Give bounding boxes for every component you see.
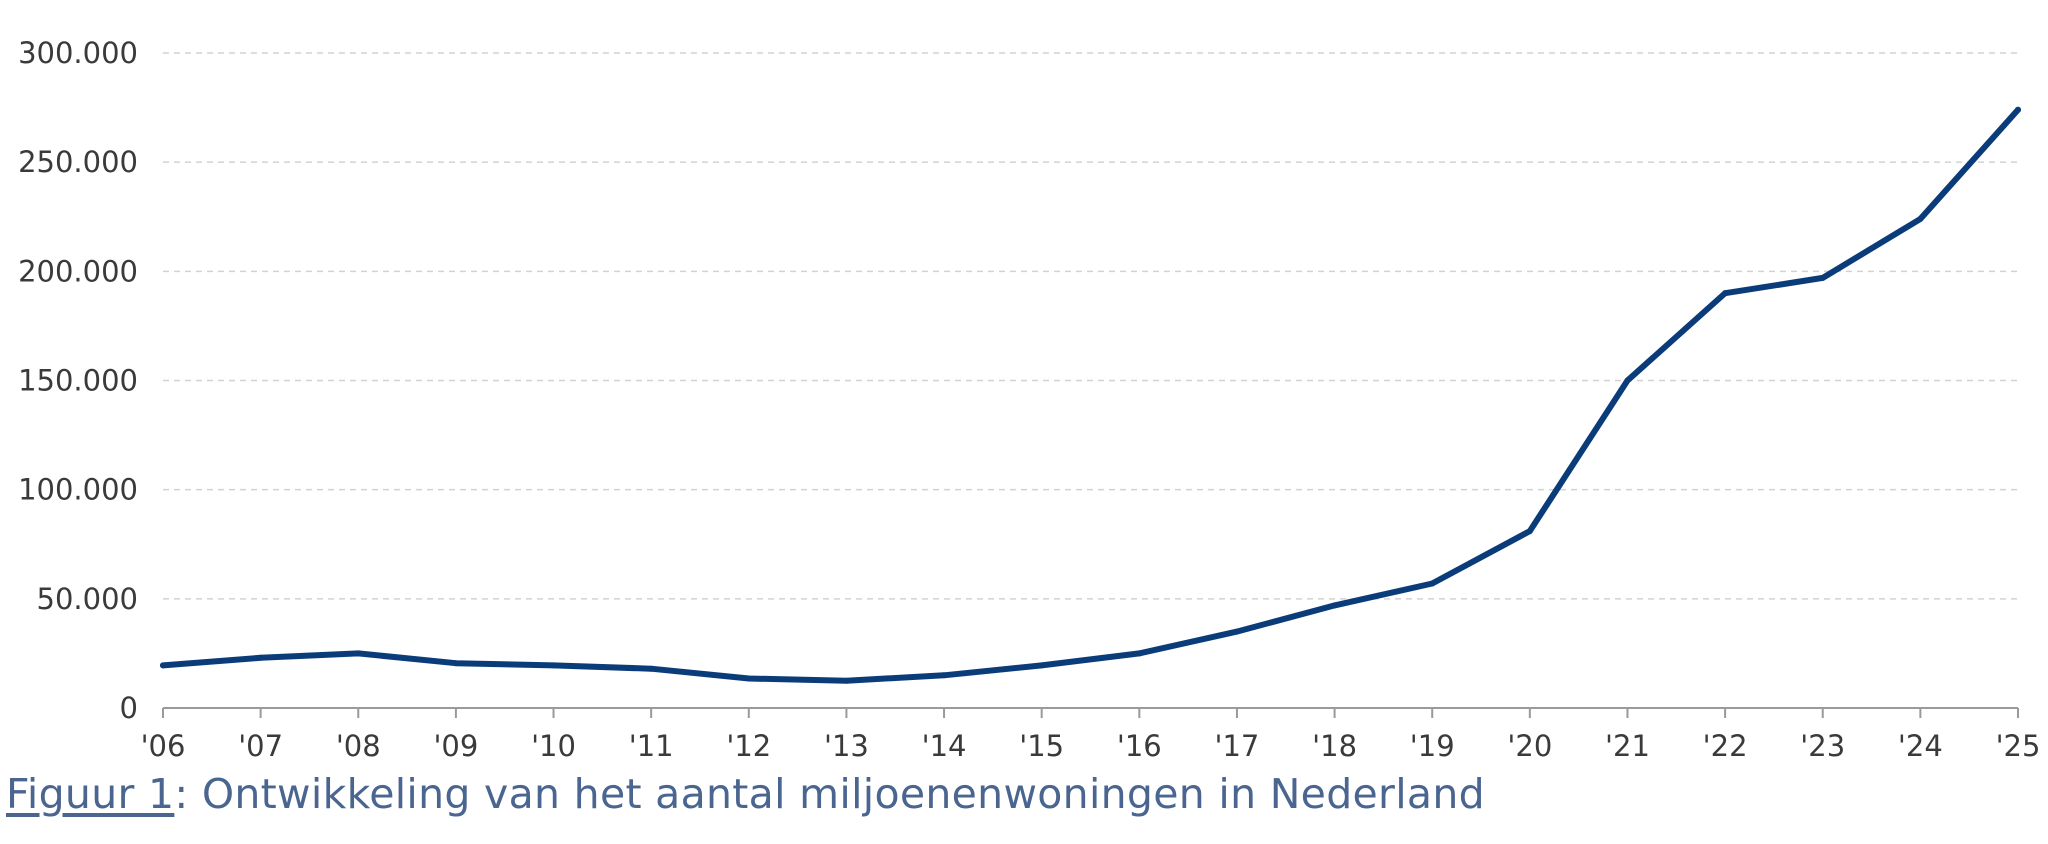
data-point <box>1917 215 1924 222</box>
data-point <box>1819 274 1826 281</box>
data-point <box>355 650 362 657</box>
data-point <box>1136 650 1143 657</box>
x-tick-label: '24 <box>1898 729 1943 763</box>
x-tick-label: '07 <box>238 729 283 763</box>
y-tick-label: 200.000 <box>18 254 138 288</box>
y-tick-label: 100.000 <box>18 473 138 507</box>
figure-caption: Figuur 1: Ontwikkeling van het aantal mi… <box>6 770 1485 818</box>
data-point <box>1331 602 1338 609</box>
x-tick-label: '13 <box>824 729 869 763</box>
x-tick-label: '09 <box>433 729 478 763</box>
data-point <box>452 660 459 667</box>
y-tick-label: 50.000 <box>37 582 138 616</box>
gridlines <box>163 52 2018 600</box>
x-tick-label: '06 <box>141 729 186 763</box>
y-tick-label: 0 <box>120 691 138 725</box>
x-tick-label: '21 <box>1605 729 1650 763</box>
figure-reference-link[interactable]: Figuur 1 <box>6 770 175 818</box>
data-point <box>648 665 655 672</box>
x-tick-label: '20 <box>1507 729 1552 763</box>
x-tick-label: '16 <box>1117 729 1162 763</box>
data-point <box>1038 662 1045 669</box>
y-axis-ticks: 0 50.000 100.000 150.000 200.000 250.000 300.0… <box>18 36 138 725</box>
x-tick-label: '19 <box>1410 729 1455 763</box>
data-point <box>1526 528 1533 535</box>
x-tick-label: '18 <box>1312 729 1357 763</box>
data-point <box>1233 628 1240 635</box>
x-axis: '06 '07 '08 '09 '10 '11 '12 '13 '14 '15 '16 '17 '18 '… <box>141 707 2041 763</box>
x-tick-label: '12 <box>726 729 771 763</box>
x-tick-label: '25 <box>1996 729 2041 763</box>
data-point <box>550 662 557 669</box>
data-point <box>1429 580 1436 587</box>
x-tick-label: '15 <box>1019 729 1064 763</box>
x-tick-label: '10 <box>531 729 576 763</box>
y-tick-label: 250.000 <box>18 145 138 179</box>
data-point <box>257 654 264 661</box>
x-tick-label: '17 <box>1215 729 1260 763</box>
figure-caption-text: : Ontwikkeling van het aantal miljoenenw… <box>174 770 1485 818</box>
series-group <box>160 106 2021 684</box>
x-tick-label: '23 <box>1800 729 1845 763</box>
data-point <box>160 662 166 669</box>
data-point <box>843 677 850 684</box>
series-line <box>160 106 2021 684</box>
data-point <box>2015 106 2021 113</box>
data-point <box>941 672 948 679</box>
x-tick-label: '14 <box>922 729 967 763</box>
y-tick-label: 300.000 <box>18 36 138 70</box>
x-tick-label: '11 <box>629 729 674 763</box>
data-point <box>1722 290 1729 297</box>
data-point <box>1624 377 1631 384</box>
data-point <box>745 675 752 682</box>
x-tick-label: '08 <box>336 729 381 763</box>
line-chart: 0 50.000 100.000 150.000 200.000 250.000 300.0… <box>18 36 2041 763</box>
x-tick-label: '22 <box>1703 729 1748 763</box>
y-tick-label: 150.000 <box>18 364 138 398</box>
